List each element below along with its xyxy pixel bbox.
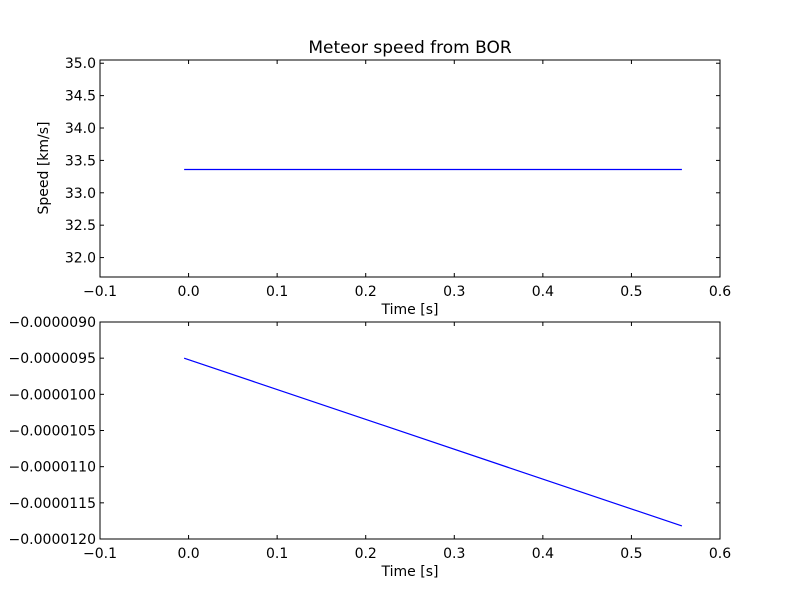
x-tick-label: 0.5 — [620, 284, 642, 300]
x-tick-label: −0.1 — [83, 284, 117, 300]
chart-title: Meteor speed from BOR — [308, 38, 512, 58]
y-tick-label: 32.5 — [65, 218, 96, 234]
y-tick-label: 33.5 — [65, 153, 96, 169]
y-tick-label: −0.0000115 — [9, 496, 96, 512]
y-tick-label: −0.0000095 — [9, 351, 96, 367]
x-tick-label: −0.1 — [83, 546, 117, 562]
y-tick-label: −0.0000100 — [9, 387, 96, 403]
x-tick-label: 0.0 — [177, 284, 199, 300]
x-axis-label: Time [s] — [381, 302, 439, 318]
y-tick-label: 34.5 — [65, 89, 96, 105]
speed-plot-area: −0.1 0.0 0.1 0.2 0.3 0.4 0.5 0.6 32.0 32.5 33.0 33.… — [65, 56, 731, 300]
y-axis-label: Speed [km/s] — [36, 121, 52, 214]
x-tick-label: 0.1 — [266, 284, 288, 300]
x-tick-label: 0.3 — [443, 546, 465, 562]
y-tick-label: 33.0 — [65, 186, 96, 202]
x-tick-label: 0.6 — [709, 284, 731, 300]
y-tick-label: −0.0000105 — [9, 424, 96, 440]
y-tick-label: 35.0 — [65, 56, 96, 72]
x-tick-label: 0.0 — [177, 546, 199, 562]
x-tick-label: 0.4 — [532, 546, 554, 562]
y-tick-label: −0.0000110 — [9, 460, 96, 476]
y-tick-label: 32.0 — [65, 251, 96, 267]
lower-plot-area: −0.1 0.0 0.1 0.2 0.3 0.4 0.5 0.6 −0.0000120 −0.00… — [9, 315, 732, 562]
x-tick-label: 0.2 — [355, 546, 377, 562]
x-tick-label: 0.2 — [355, 284, 377, 300]
plot-frame — [99, 59, 721, 278]
series-line — [183, 357, 683, 527]
y-tick-label: −0.0000090 — [9, 315, 96, 331]
lower-chart: −0.1 0.0 0.1 0.2 0.3 0.4 0.5 0.6 −0.0000120 −0.00… — [9, 315, 732, 580]
y-tick-label: −0.0000120 — [9, 532, 96, 548]
x-axis-label: Time [s] — [381, 564, 439, 580]
x-tick-label: 0.1 — [266, 546, 288, 562]
x-tick-label: 0.4 — [532, 284, 554, 300]
x-tick-label: 0.5 — [620, 546, 642, 562]
y-tick-label: 34.0 — [65, 121, 96, 137]
x-tick-label: 0.6 — [709, 546, 731, 562]
speed-chart: Meteor speed from BOR −0.1 0.0 0.1 0.2 0.3 0.… — [36, 38, 731, 318]
x-tick-label: 0.3 — [443, 284, 465, 300]
